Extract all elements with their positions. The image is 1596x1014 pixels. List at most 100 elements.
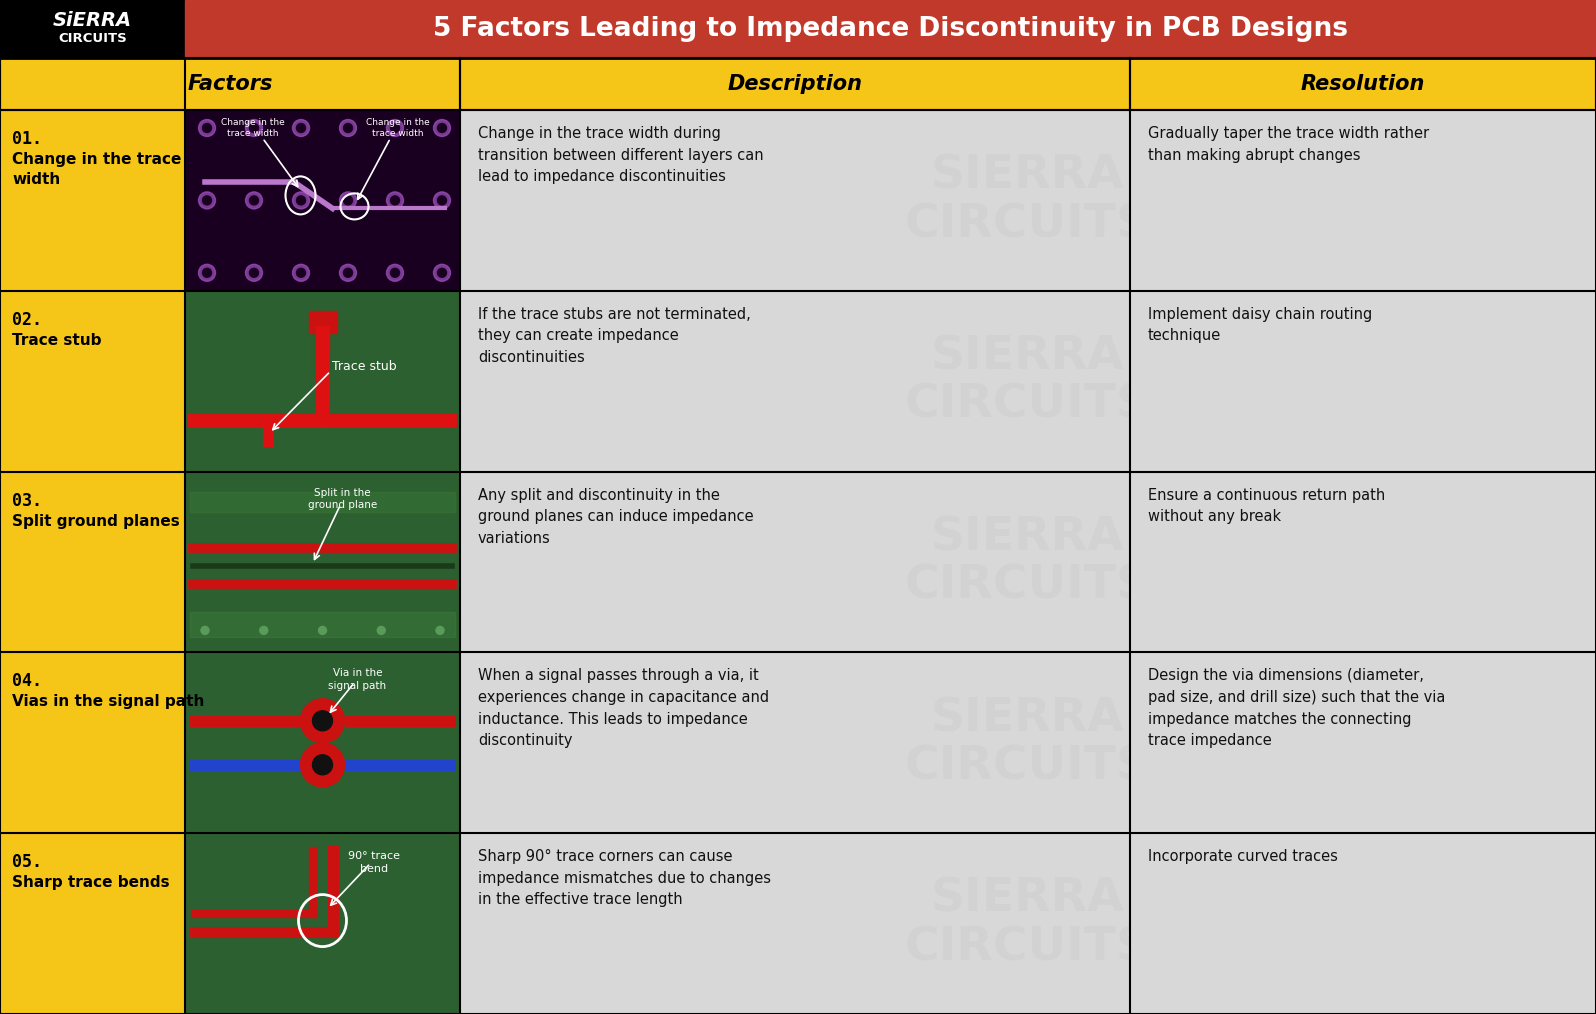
Text: 04.: 04. xyxy=(13,672,41,691)
Bar xyxy=(1130,110,1596,291)
Circle shape xyxy=(319,627,327,635)
Bar xyxy=(0,0,185,58)
Text: Trace stub: Trace stub xyxy=(13,333,102,348)
Circle shape xyxy=(434,192,450,209)
Text: 01.: 01. xyxy=(13,130,41,148)
Circle shape xyxy=(343,269,353,277)
Circle shape xyxy=(343,196,353,205)
Text: Sharp 90° trace corners can cause
impedance mismatches due to changes
in the eff: Sharp 90° trace corners can cause impeda… xyxy=(477,849,771,908)
Circle shape xyxy=(203,269,212,277)
Circle shape xyxy=(260,627,268,635)
Bar xyxy=(185,472,460,652)
Bar xyxy=(0,58,460,110)
Circle shape xyxy=(386,265,404,281)
Circle shape xyxy=(340,120,356,137)
Bar xyxy=(460,291,1130,472)
Text: SIERRA
CIRCUITS: SIERRA CIRCUITS xyxy=(905,154,1151,247)
Bar xyxy=(308,311,337,333)
Text: Change in the trace
width: Change in the trace width xyxy=(13,152,182,187)
Circle shape xyxy=(246,265,262,281)
Bar xyxy=(1130,58,1596,110)
Circle shape xyxy=(292,120,310,137)
Bar xyxy=(316,333,329,353)
Text: Vias in the signal path: Vias in the signal path xyxy=(13,695,204,710)
Bar xyxy=(190,612,455,638)
Circle shape xyxy=(313,754,332,775)
Circle shape xyxy=(434,120,450,137)
Circle shape xyxy=(201,627,209,635)
Text: 03.: 03. xyxy=(13,492,41,510)
Circle shape xyxy=(203,124,212,133)
Text: If the trace stubs are not terminated,
they can create impedance
discontinuities: If the trace stubs are not terminated, t… xyxy=(477,307,750,365)
Bar xyxy=(185,834,460,1014)
Bar xyxy=(0,291,185,472)
Circle shape xyxy=(434,265,450,281)
Bar xyxy=(460,110,1130,291)
Text: Incorporate curved traces: Incorporate curved traces xyxy=(1148,849,1337,864)
Bar xyxy=(1130,291,1596,472)
Text: 90° trace
bend: 90° trace bend xyxy=(348,851,401,874)
Bar xyxy=(185,0,1596,58)
Bar xyxy=(0,472,185,652)
Circle shape xyxy=(292,192,310,209)
Circle shape xyxy=(386,192,404,209)
Bar xyxy=(1130,652,1596,834)
Circle shape xyxy=(246,192,262,209)
Text: Change in the
trace width: Change in the trace width xyxy=(365,118,429,138)
Circle shape xyxy=(198,120,215,137)
Circle shape xyxy=(300,699,345,743)
Bar xyxy=(190,492,455,512)
Text: Change in the trace width during
transition between different layers can
lead to: Change in the trace width during transit… xyxy=(477,126,763,185)
Circle shape xyxy=(249,124,259,133)
Circle shape xyxy=(297,269,305,277)
Circle shape xyxy=(437,269,447,277)
Text: SIERRA
CIRCUITS: SIERRA CIRCUITS xyxy=(905,335,1151,428)
Text: Gradually taper the trace width rather
than making abrupt changes: Gradually taper the trace width rather t… xyxy=(1148,126,1428,162)
Circle shape xyxy=(300,743,345,787)
Bar xyxy=(460,58,1130,110)
Text: SiERRA: SiERRA xyxy=(53,10,132,29)
Text: Via in the
signal path: Via in the signal path xyxy=(329,668,386,691)
Bar xyxy=(185,291,460,472)
Bar xyxy=(0,834,185,1014)
Circle shape xyxy=(437,196,447,205)
Circle shape xyxy=(340,265,356,281)
Bar xyxy=(0,652,185,834)
Circle shape xyxy=(437,124,447,133)
Text: SIERRA
CIRCUITS: SIERRA CIRCUITS xyxy=(905,877,1151,970)
Bar xyxy=(460,834,1130,1014)
Circle shape xyxy=(198,192,215,209)
Text: 02.: 02. xyxy=(13,311,41,329)
Circle shape xyxy=(198,265,215,281)
Text: Description: Description xyxy=(728,74,862,94)
Text: Change in the
trace width: Change in the trace width xyxy=(220,118,284,138)
Text: Implement daisy chain routing
technique: Implement daisy chain routing technique xyxy=(1148,307,1373,344)
Text: Sharp trace bends: Sharp trace bends xyxy=(13,875,169,890)
Circle shape xyxy=(391,196,399,205)
Circle shape xyxy=(340,192,356,209)
Bar xyxy=(0,110,185,291)
Text: Design the via dimensions (diameter,
pad size, and drill size) such that the via: Design the via dimensions (diameter, pad… xyxy=(1148,668,1446,748)
Text: Ensure a continuous return path
without any break: Ensure a continuous return path without … xyxy=(1148,488,1385,524)
Text: 5 Factors Leading to Impedance Discontinuity in PCB Designs: 5 Factors Leading to Impedance Discontin… xyxy=(433,16,1349,42)
Circle shape xyxy=(377,627,385,635)
Text: Split ground planes: Split ground planes xyxy=(13,514,180,528)
Circle shape xyxy=(391,269,399,277)
Circle shape xyxy=(436,627,444,635)
Text: SIERRA
CIRCUITS: SIERRA CIRCUITS xyxy=(905,696,1151,790)
Circle shape xyxy=(313,711,332,731)
Circle shape xyxy=(246,120,262,137)
Circle shape xyxy=(249,196,259,205)
Circle shape xyxy=(391,124,399,133)
Circle shape xyxy=(386,120,404,137)
Text: Resolution: Resolution xyxy=(1301,74,1425,94)
Circle shape xyxy=(343,124,353,133)
Bar xyxy=(460,652,1130,834)
Text: SIERRA
CIRCUITS: SIERRA CIRCUITS xyxy=(905,515,1151,608)
Text: 05.: 05. xyxy=(13,853,41,871)
Circle shape xyxy=(297,196,305,205)
Text: Split in the
ground plane: Split in the ground plane xyxy=(308,488,377,510)
Circle shape xyxy=(292,265,310,281)
Circle shape xyxy=(203,196,212,205)
Bar xyxy=(185,652,460,834)
